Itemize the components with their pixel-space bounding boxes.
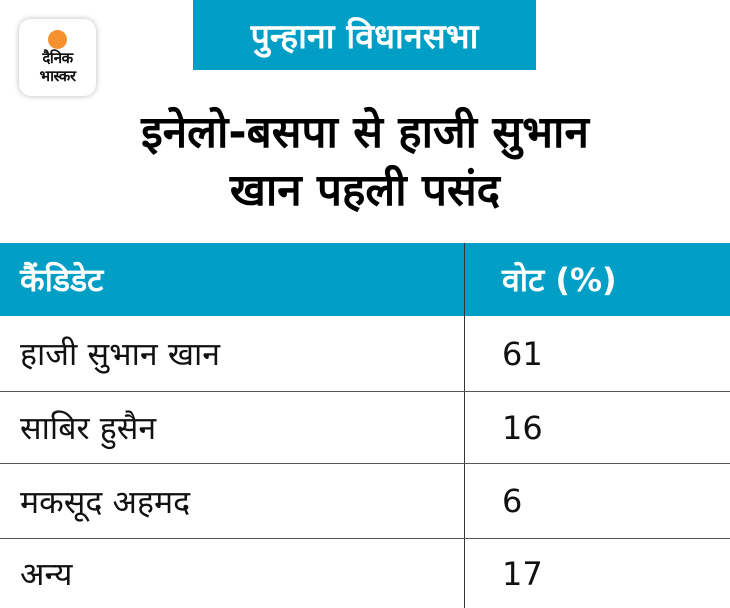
table-header: कैंडिडेट वोट (%) (0, 243, 730, 316)
candidate-name: अन्य (0, 539, 465, 608)
vote-percent: 6 (502, 482, 523, 520)
headline-line2: खान पहली पसंद (229, 165, 501, 216)
constituency-banner: पुन्हाना विधानसभा (193, 0, 536, 70)
header-vote: वोट (%) (502, 261, 617, 299)
logo-text-line2: भास्कर (39, 67, 76, 85)
headline: इनेलो-बसपा से हाजी सुभान खान पहली पसंद (0, 104, 730, 220)
table-row: हाजी सुभान खान 61 (0, 316, 730, 392)
candidate-name: हाजी सुभान खान (0, 316, 465, 391)
vote-percent: 16 (502, 408, 543, 447)
candidate-name: साबिर हुसैन (0, 392, 465, 463)
header-candidate: कैंडिडेट (0, 243, 465, 316)
vote-percent: 61 (502, 334, 543, 373)
dainik-bhaskar-logo: दैनिक भास्कर (19, 19, 96, 96)
sun-dot-icon (48, 30, 67, 49)
table-row: मकसूद अहमद 6 (0, 464, 730, 539)
table-row: अन्य 17 (0, 539, 730, 608)
candidate-name: मकसूद अहमद (0, 464, 465, 538)
headline-line1: इनेलो-बसपा से हाजी सुभान (141, 107, 589, 158)
vote-percent: 17 (502, 554, 543, 593)
table-row: साबिर हुसैन 16 (0, 392, 730, 464)
results-table: कैंडिडेट वोट (%) हाजी सुभान खान 61 साबिर… (0, 243, 730, 608)
logo-text-line1: दैनिक (42, 49, 73, 67)
